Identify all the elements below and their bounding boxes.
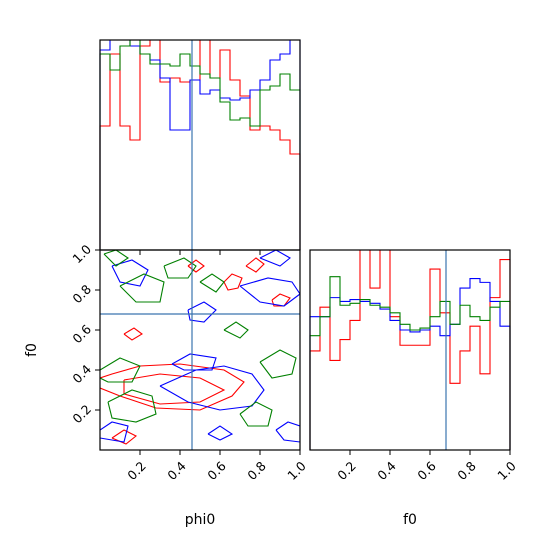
y-axis-label-f0: f0 [24,343,40,357]
contour-series-2-level-7 [223,321,249,339]
f0-x-tick-label: 1.0 [494,458,519,483]
f0-marginal-series-2-steps [309,276,511,450]
joint-x-tick-label: 0.2 [124,458,149,483]
contour-series-2-level-1 [100,357,141,383]
x-axis-label-phi0: phi0 [185,512,216,528]
contour-series-0-level-7 [245,257,265,273]
f0-x-tick-label: 0.6 [414,458,439,483]
contour-series-2-level-6 [199,273,225,293]
contour-series-0-level-0 [123,373,226,405]
joint-contour-panel: 0.2 0.4 0.6 0.8 1.0 0.2 0.4 0.6 0.8 1.0 phi0 f0 [24,241,309,528]
phi0-histogram-steps [99,39,301,250]
joint-ticks: 0.2 0.4 0.6 0.8 1.0 0.2 0.4 0.6 0.8 1.0 [69,241,308,482]
f0-marginal-series-0-steps [309,249,511,450]
joint-x-tick-label: 0.4 [164,458,189,483]
phi0-marginal-panel [99,39,301,255]
joint-y-tick-label: 0.8 [69,281,94,306]
contour-series-2-level-8 [103,250,129,267]
joint-contours [100,250,300,445]
joint-x-tick-label: 0.8 [244,458,269,483]
contour-series-0-level-2 [123,327,143,341]
f0-x-tick-label: 0.4 [374,458,399,483]
f0-x-tick-label: 0.8 [454,458,479,483]
contour-series-1-level-3 [239,277,300,307]
contour-series-2-level-2 [119,273,165,303]
joint-y-tick-label: 0.6 [69,321,94,346]
contour-series-1-level-4 [111,259,149,287]
phi0-marginal-series-2-steps [99,39,301,250]
joint-contour-lines [100,250,300,445]
contour-series-1-level-6 [100,421,129,443]
contour-series-0-level-1 [100,363,245,411]
f0-x-tick-label: 0.2 [334,458,359,483]
contour-series-1-level-8 [207,425,234,441]
contour-series-1-level-5 [259,250,291,267]
joint-y-tick-label: 0.2 [69,402,94,427]
phi0-marginal-series-1-steps [99,39,301,250]
contour-series-2-level-4 [259,349,297,379]
f0-histogram-steps [309,249,511,450]
phi0-marginal-series-0-steps [99,39,301,250]
contour-series-0-level-3 [223,273,243,291]
contour-series-1-level-1 [171,353,217,371]
contour-series-1-level-0 [159,365,265,411]
f0-marginal-series-1-steps [309,278,511,450]
contour-series-2-level-5 [239,401,273,427]
contour-series-2-level-0 [107,389,157,423]
joint-y-tick-label: 1.0 [69,241,94,266]
joint-x-tick-label: 1.0 [284,458,309,483]
x-axis-label-f0: f0 [403,512,417,528]
joint-x-tick-label: 0.6 [204,458,229,483]
f0-marginal-frame [309,249,511,451]
contour-series-1-level-2 [187,301,217,323]
f0-ticks: 0.2 0.4 0.6 0.8 1.0 [334,450,519,483]
joint-frame [99,249,301,451]
contour-series-1-level-7 [275,421,300,443]
phi0-marginal-ticks [139,250,301,255]
contour-series-0-level-4 [271,293,291,307]
f0-marginal-panel: 0.2 0.4 0.6 0.8 1.0 f0 [309,249,519,528]
joint-y-tick-label: 0.4 [69,361,94,386]
